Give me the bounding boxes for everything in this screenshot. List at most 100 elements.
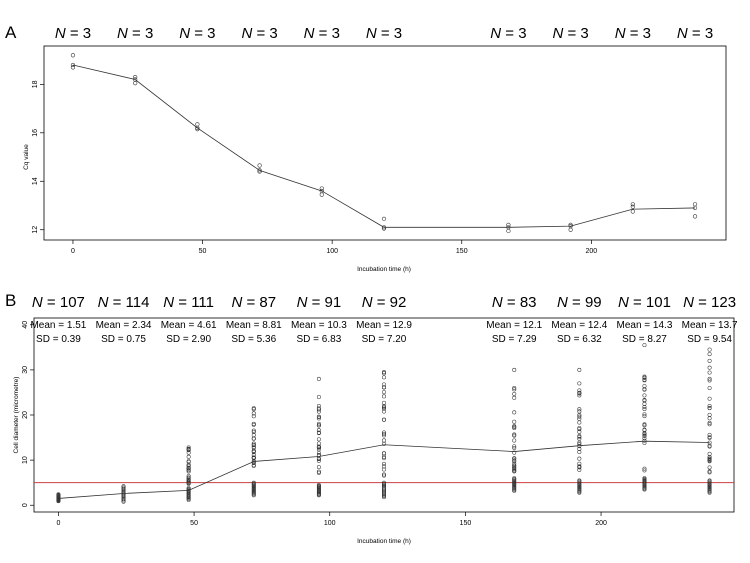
data-point-b bbox=[642, 384, 647, 389]
mean-label: Mean = 14.3 bbox=[617, 320, 673, 331]
data-point-a bbox=[257, 168, 262, 173]
x-tick-label-b: 100 bbox=[324, 520, 336, 527]
data-point-b bbox=[186, 466, 191, 471]
data-point-a bbox=[319, 186, 324, 191]
n-label-a: N = 3 bbox=[55, 25, 91, 42]
data-point-b bbox=[707, 457, 712, 462]
data-point-b bbox=[382, 390, 386, 395]
plot-frame-a bbox=[43, 45, 727, 241]
data-point-a bbox=[630, 204, 635, 209]
x-tick-label-b: 200 bbox=[595, 520, 607, 527]
y-tick-label-a: 12 bbox=[32, 226, 39, 234]
data-point-b bbox=[251, 414, 256, 419]
data-point-b bbox=[512, 391, 517, 396]
data-point-b bbox=[642, 422, 647, 427]
data-point-b bbox=[577, 393, 582, 398]
data-point-b bbox=[642, 476, 647, 481]
sd-label: SD = 2.90 bbox=[166, 334, 211, 345]
n-label-b: N = 111 bbox=[163, 294, 214, 311]
data-point-b bbox=[316, 437, 321, 442]
data-point-b bbox=[577, 388, 582, 393]
y-axis-label-a: Cq value bbox=[23, 144, 30, 170]
data-point-b bbox=[316, 469, 321, 474]
data-point-b bbox=[707, 352, 712, 357]
data-point-b bbox=[382, 371, 386, 376]
x-axis-label-a: Incubation time (h) bbox=[357, 266, 411, 273]
data-point-b bbox=[382, 461, 386, 466]
n-label-a: N = 3 bbox=[615, 25, 651, 42]
data-point-b bbox=[512, 424, 517, 429]
panel-b-label: B bbox=[5, 291, 16, 310]
y-tick-label-a: 14 bbox=[32, 177, 39, 185]
data-point-b bbox=[642, 468, 647, 473]
y-axis-label-b: Cell diameter (micrometre) bbox=[13, 377, 20, 454]
data-point-b bbox=[382, 400, 386, 405]
data-point-b bbox=[707, 465, 712, 470]
data-point-a bbox=[319, 192, 324, 197]
n-label-b: N = 91 bbox=[297, 294, 342, 311]
n-label-b: N = 92 bbox=[362, 294, 407, 311]
data-point-b bbox=[316, 450, 321, 455]
data-point-b bbox=[577, 420, 582, 425]
data-point-b bbox=[707, 403, 712, 408]
panel-a-chart: 0 50 100 150 200 12 14 16 18 Incubation time (h) C… bbox=[23, 25, 727, 273]
data-point-b bbox=[121, 485, 126, 490]
data-point-b bbox=[707, 444, 712, 449]
data-point-b bbox=[316, 445, 321, 450]
n-label-b: N = 123 bbox=[683, 294, 736, 311]
data-point-b bbox=[186, 475, 191, 480]
data-point-a bbox=[506, 228, 511, 234]
data-point-b bbox=[512, 433, 517, 438]
data-point-b bbox=[382, 472, 386, 477]
data-point-a bbox=[133, 74, 138, 80]
x-tick-label-b: 50 bbox=[190, 520, 198, 527]
data-point-b bbox=[577, 381, 582, 386]
x-tick-label-a: 200 bbox=[586, 248, 598, 255]
data-point-b bbox=[382, 385, 386, 390]
data-point-b bbox=[56, 492, 61, 497]
y-tick-label-b: 10 bbox=[22, 456, 29, 464]
mean-label: Mean = 13.7 bbox=[682, 320, 738, 331]
sd-label: SD = 7.20 bbox=[362, 334, 407, 345]
data-point-b bbox=[707, 458, 712, 463]
data-point-b bbox=[512, 459, 517, 464]
data-point-b bbox=[316, 376, 321, 381]
x-tick-label-a: 0 bbox=[71, 248, 75, 255]
data-point-b bbox=[707, 469, 712, 474]
data-point-a bbox=[630, 202, 635, 207]
data-point-b bbox=[316, 458, 321, 463]
data-point-a bbox=[70, 62, 76, 68]
x-tick-label-b: 0 bbox=[56, 520, 60, 527]
n-label-b: N = 101 bbox=[618, 294, 671, 311]
data-point-b bbox=[251, 433, 256, 438]
data-point-b bbox=[382, 409, 386, 414]
data-point-a bbox=[506, 222, 511, 227]
y-tick-label-b: 30 bbox=[22, 366, 29, 374]
data-point-b bbox=[316, 423, 321, 428]
data-point-b bbox=[186, 459, 191, 464]
data-point-b bbox=[186, 445, 191, 450]
data-point-b bbox=[186, 454, 191, 459]
data-point-b bbox=[316, 470, 321, 475]
data-point-b bbox=[577, 440, 582, 445]
data-point-b bbox=[382, 481, 386, 486]
data-point-b bbox=[382, 382, 386, 387]
data-point-b bbox=[382, 375, 386, 380]
n-label-b: N = 99 bbox=[557, 294, 602, 311]
data-point-b bbox=[382, 464, 386, 469]
data-point-b bbox=[707, 347, 712, 352]
data-point-b bbox=[577, 465, 582, 470]
data-point-b bbox=[707, 386, 712, 391]
n-label-a: N = 3 bbox=[490, 25, 526, 42]
data-point-b bbox=[512, 432, 517, 437]
data-point-b bbox=[577, 450, 582, 455]
data-point-b bbox=[577, 436, 582, 441]
data-point-b bbox=[642, 375, 647, 380]
data-point-b bbox=[251, 422, 256, 427]
data-point-b bbox=[251, 442, 256, 447]
data-point-b bbox=[707, 370, 712, 375]
data-point-b bbox=[577, 434, 582, 439]
data-point-b bbox=[642, 466, 647, 471]
data-point-b bbox=[251, 429, 256, 434]
data-point-b bbox=[316, 421, 321, 426]
